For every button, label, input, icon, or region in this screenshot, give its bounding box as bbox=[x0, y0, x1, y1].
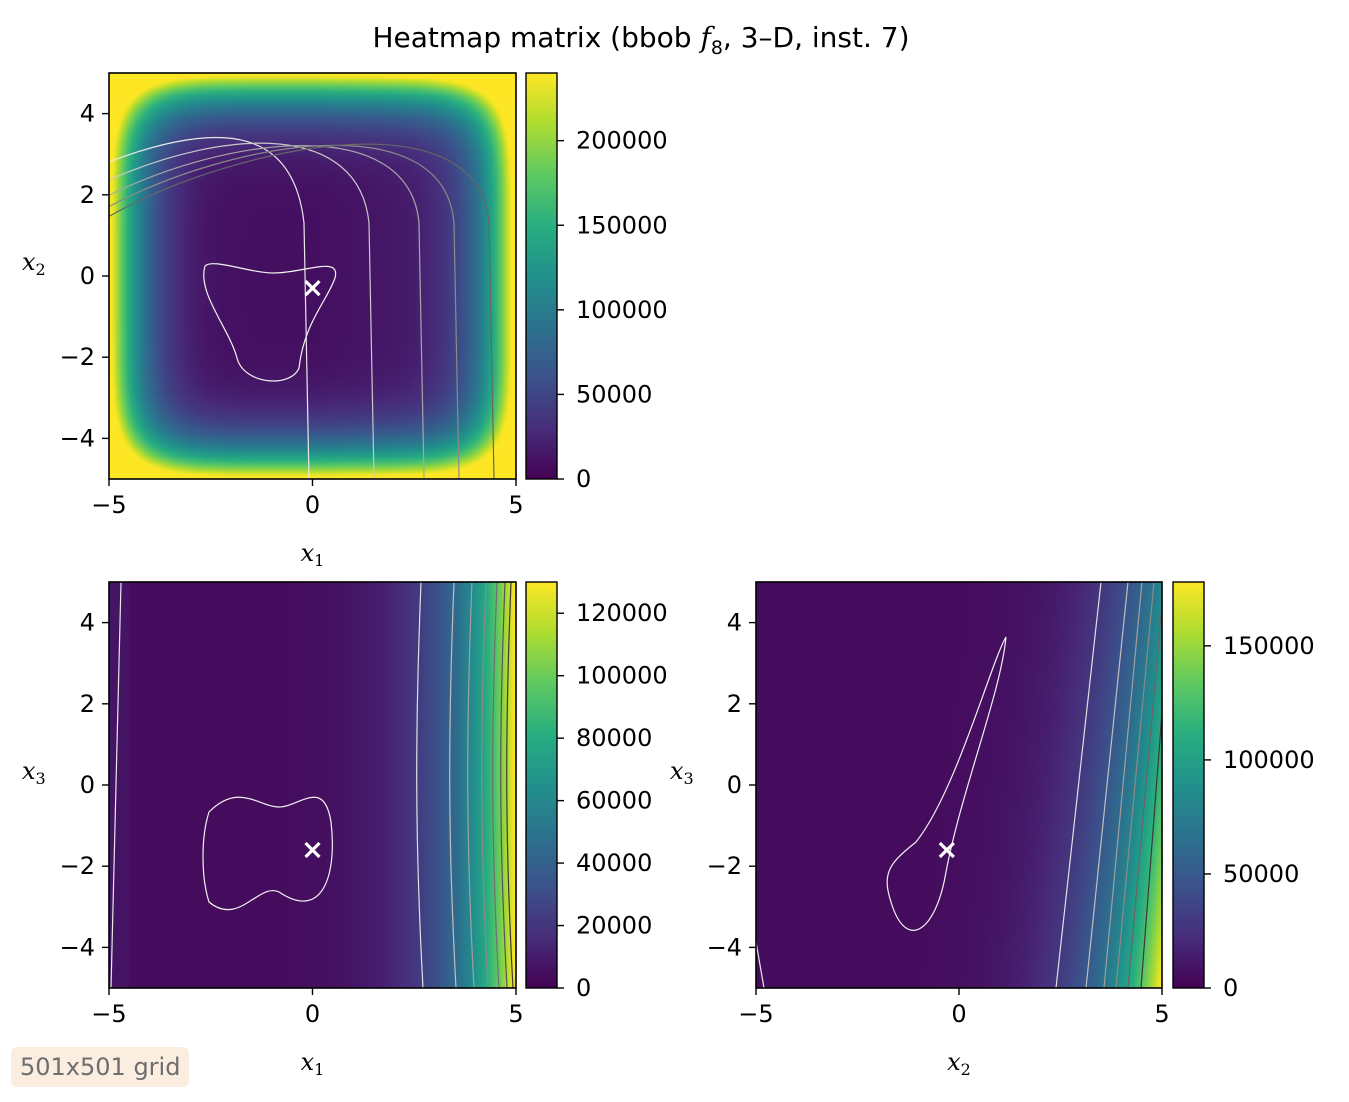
x-tick-label: 5 bbox=[1154, 1000, 1169, 1028]
y-tick-label: 0 bbox=[80, 262, 95, 290]
y-tick-label: 4 bbox=[80, 100, 95, 128]
x-axis-label: x1 bbox=[301, 539, 325, 570]
contour-level-2 bbox=[416, 582, 424, 988]
contour-level-7 bbox=[500, 582, 508, 988]
colorbar-tick-label: 150000 bbox=[576, 211, 668, 239]
heatmap-image bbox=[109, 73, 516, 479]
y-tick-label: 0 bbox=[727, 771, 742, 799]
colorbar-tick-label: 80000 bbox=[576, 724, 652, 752]
contour-level-6 bbox=[492, 582, 500, 988]
colorbar bbox=[525, 581, 558, 989]
contour-level-5 bbox=[481, 582, 489, 988]
contour-level-4 bbox=[1103, 582, 1143, 988]
y-tick-label: −2 bbox=[60, 852, 95, 880]
y-tick-label: 0 bbox=[80, 771, 95, 799]
colorbar-tick-label: 150000 bbox=[1223, 632, 1315, 660]
x-tick-label: 0 bbox=[951, 1000, 966, 1028]
contour-level-4 bbox=[467, 582, 475, 988]
y-axis-label: x2 bbox=[22, 248, 46, 279]
colorbar-tick-label: 60000 bbox=[576, 787, 652, 815]
optimum-marker bbox=[938, 841, 955, 859]
contour-level-3 bbox=[109, 142, 375, 479]
colorbar-tick-label: 20000 bbox=[576, 912, 652, 940]
y-tick-label: 4 bbox=[80, 609, 95, 637]
contour-level-2 bbox=[1055, 582, 1102, 988]
grid-resolution-badge: 501x501 grid bbox=[11, 1047, 190, 1087]
y-tick-label: 2 bbox=[727, 690, 742, 718]
panel-2: −5 0 5 −4 −2 0 2 4 x1 x3 0 20000 40000 60000 80000 1000… bbox=[22, 581, 668, 1079]
contour-lines bbox=[109, 136, 495, 479]
contour-level-1b bbox=[110, 582, 122, 988]
colorbar-tick-label: 40000 bbox=[576, 849, 652, 877]
x-tick-label: 5 bbox=[508, 1000, 523, 1028]
x-tick-label: 0 bbox=[305, 1000, 320, 1028]
contour-level-1 bbox=[886, 636, 1007, 931]
y-tick-label: −2 bbox=[707, 852, 742, 880]
x-axis-label: x2 bbox=[947, 1048, 971, 1079]
colorbar-tick-label: 50000 bbox=[576, 380, 652, 408]
colorbar-tick-label: 100000 bbox=[576, 296, 668, 324]
contour-level-6 bbox=[1127, 597, 1162, 988]
x-tick-label: 5 bbox=[508, 491, 523, 519]
contour-level-1 bbox=[203, 263, 337, 382]
panel-1: −5 0 5 −4 −2 0 2 4 x1 x2 0 50000 100000 150000 200000 bbox=[22, 72, 668, 570]
colorbar bbox=[1172, 581, 1205, 989]
colorbar-tick-label: 0 bbox=[576, 974, 591, 1002]
y-axis-label: x3 bbox=[22, 757, 46, 788]
y-axis-label: x3 bbox=[670, 757, 694, 788]
contour-level-6 bbox=[109, 143, 495, 479]
y-tick-label: −4 bbox=[60, 424, 95, 452]
colorbar-tick-label: 0 bbox=[576, 465, 591, 493]
contour-level-3 bbox=[1085, 582, 1129, 988]
x-axis-label: x1 bbox=[301, 1048, 325, 1079]
contour-level-8 bbox=[506, 582, 514, 988]
colorbar-tick-label: 0 bbox=[1223, 974, 1238, 1002]
optimum-marker-stroke-b bbox=[304, 841, 321, 859]
y-tick-label: −4 bbox=[60, 933, 95, 961]
y-tick-label: 4 bbox=[727, 609, 742, 637]
colorbar-tick-label: 200000 bbox=[576, 127, 668, 155]
contour-lines bbox=[756, 582, 1162, 988]
contour-level-7 bbox=[1140, 705, 1162, 988]
colorbar-tick-label: 50000 bbox=[1223, 860, 1299, 888]
y-tick-label: −2 bbox=[60, 343, 95, 371]
contour-level-5 bbox=[1115, 582, 1155, 988]
optimum-marker bbox=[304, 280, 321, 297]
colorbar-tick-label: 100000 bbox=[1223, 746, 1315, 774]
x-tick-label: −5 bbox=[91, 491, 126, 519]
colorbar-tick-label: 100000 bbox=[576, 662, 668, 690]
panels-layer: −5 0 5−4−2024x1x2050000100000150000200000−… bbox=[22, 72, 1315, 1079]
x-tick-label: −5 bbox=[91, 1000, 126, 1028]
colorbar-tick-label: 120000 bbox=[576, 599, 668, 627]
optimum-marker bbox=[304, 841, 321, 859]
contour-lines bbox=[110, 582, 514, 988]
contour-level-3 bbox=[449, 582, 457, 988]
contour-level-corner bbox=[756, 941, 765, 988]
heatmap-image bbox=[109, 582, 516, 988]
y-tick-label: 2 bbox=[80, 690, 95, 718]
contour-level-1 bbox=[202, 796, 333, 911]
y-tick-label: −4 bbox=[707, 933, 742, 961]
y-tick-label: 2 bbox=[80, 181, 95, 209]
heatmap-image bbox=[756, 582, 1162, 988]
x-tick-label: 0 bbox=[305, 491, 320, 519]
optimum-marker-stroke-b bbox=[304, 280, 321, 297]
panel-3: −5 0 5 −4 −2 0 2 4 x2 x3 0 50000 100000 150000 bbox=[670, 581, 1315, 1079]
x-tick-label: −5 bbox=[738, 1000, 773, 1028]
colorbar bbox=[525, 72, 558, 480]
figure-title: Heatmap matrix (bbob f8, 3–D, inst. 7) bbox=[372, 21, 909, 59]
optimum-marker-stroke-b bbox=[938, 841, 955, 859]
